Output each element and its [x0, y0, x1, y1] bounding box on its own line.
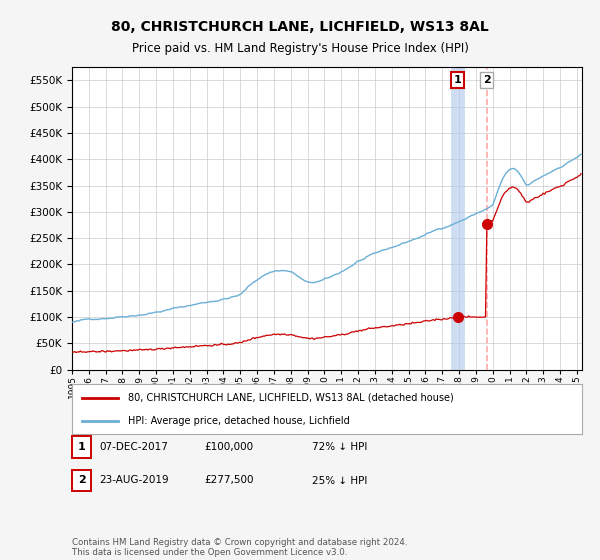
- Text: 72% ↓ HPI: 72% ↓ HPI: [312, 442, 367, 452]
- Text: 23-AUG-2019: 23-AUG-2019: [99, 475, 169, 486]
- Text: 80, CHRISTCHURCH LANE, LICHFIELD, WS13 8AL: 80, CHRISTCHURCH LANE, LICHFIELD, WS13 8…: [111, 20, 489, 34]
- Text: 25% ↓ HPI: 25% ↓ HPI: [312, 475, 367, 486]
- Text: 2: 2: [483, 74, 491, 85]
- Text: 07-DEC-2017: 07-DEC-2017: [99, 442, 168, 452]
- Text: Contains HM Land Registry data © Crown copyright and database right 2024.
This d: Contains HM Land Registry data © Crown c…: [72, 538, 407, 557]
- Text: 1: 1: [78, 442, 85, 452]
- Text: 80, CHRISTCHURCH LANE, LICHFIELD, WS13 8AL (detached house): 80, CHRISTCHURCH LANE, LICHFIELD, WS13 8…: [128, 393, 454, 403]
- Text: 2: 2: [78, 475, 85, 486]
- Text: £277,500: £277,500: [204, 475, 254, 486]
- Text: Price paid vs. HM Land Registry's House Price Index (HPI): Price paid vs. HM Land Registry's House …: [131, 42, 469, 55]
- Text: £100,000: £100,000: [204, 442, 253, 452]
- Text: 1: 1: [454, 74, 461, 85]
- Text: HPI: Average price, detached house, Lichfield: HPI: Average price, detached house, Lich…: [128, 417, 350, 426]
